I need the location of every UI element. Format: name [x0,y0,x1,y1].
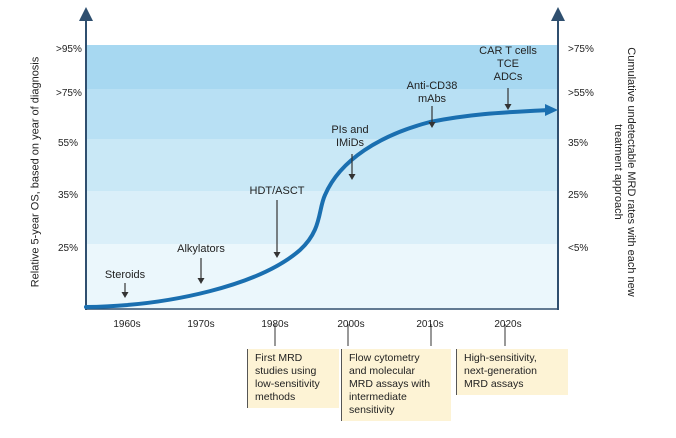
mrd-era-line: low-sensitivity [255,378,320,390]
annotation-line: ADCs [493,71,523,83]
mrd-era-line: next-generation [464,365,537,377]
annotation-alkylators: Alkylators [177,243,225,255]
mrd-era-line: MRD assays with [349,378,431,390]
mrd-era-line: First MRD [255,352,303,364]
annotation-line: CAR T cells [479,45,537,57]
annotation-line: Anti-CD38 [406,80,458,92]
annotation-arrowhead [348,174,356,180]
x-tick: 2010s [416,319,444,330]
mrd-era-box-first: First MRD studies using low-sensitivity … [247,349,339,408]
y-tick-right: >75% [568,44,594,55]
annotation-car-t: CAR T cells TCE ADCs [479,45,537,84]
mrd-era-line: Flow cytometry [349,352,420,364]
y-axis-left-title: Relative 5-year OS, based on year of dia… [29,56,42,288]
mrd-era-line: and molecular [349,365,415,377]
annotation-arrowhead [121,292,129,298]
annotation-line: PIs and [331,124,369,136]
annotation-arrowhead [428,122,436,128]
band-3 [86,139,558,191]
x-tick: 1970s [187,319,215,330]
annotation-arrowhead [504,104,512,110]
mrd-era-box-flow: Flow cytometry and molecular MRD assays … [341,349,451,421]
annotation-line: TCE [496,58,519,70]
y-tick-right: >55% [568,88,594,99]
y-tick-right: <5% [568,243,589,254]
band-1 [86,244,558,308]
outcome-curve-line [84,108,550,309]
y-tick-right: 35% [568,138,589,149]
annotation-arrowhead [273,252,281,258]
y-tick-left: 55% [58,138,79,149]
x-tick: 1980s [261,319,289,330]
mrd-era-box-highsens: High-sensitivity, next-generation MRD as… [456,349,568,395]
annotation-line: mAbs [417,93,447,105]
mrd-era-line: sensitivity [349,404,395,416]
x-tick: 1960s [113,319,141,330]
band-5 [86,45,558,89]
mrd-era-line: High-sensitivity, [464,352,537,364]
mrd-era-line: methods [255,391,296,403]
y-tick-left: >75% [56,88,82,99]
annotation-anti-cd38: Anti-CD38 mAbs [407,80,458,106]
mrd-era-line: MRD assays [464,378,524,390]
annotation-arrowhead [197,278,205,284]
x-tick: 2000s [337,319,365,330]
x-tick: 2020s [494,319,522,330]
curve-arrowhead [545,104,558,116]
y-tick-left: >95% [56,44,82,55]
annotation-steroids: Steroids [104,269,146,281]
mrd-era-line: studies using [255,365,317,377]
y-tick-left: 25% [58,243,79,254]
annotation-line: IMiDs [335,137,365,149]
annotation-hdt-asct: HDT/ASCT [249,185,305,197]
mrd-era-line: intermediate [349,391,407,403]
y-tick-left: 35% [58,190,79,201]
annotation-pis-imids: PIs and IMiDs [331,124,368,150]
y-tick-right: 25% [568,190,589,201]
y-axis-right-title: Cumulative undetectable MRD rates with e… [612,47,637,297]
